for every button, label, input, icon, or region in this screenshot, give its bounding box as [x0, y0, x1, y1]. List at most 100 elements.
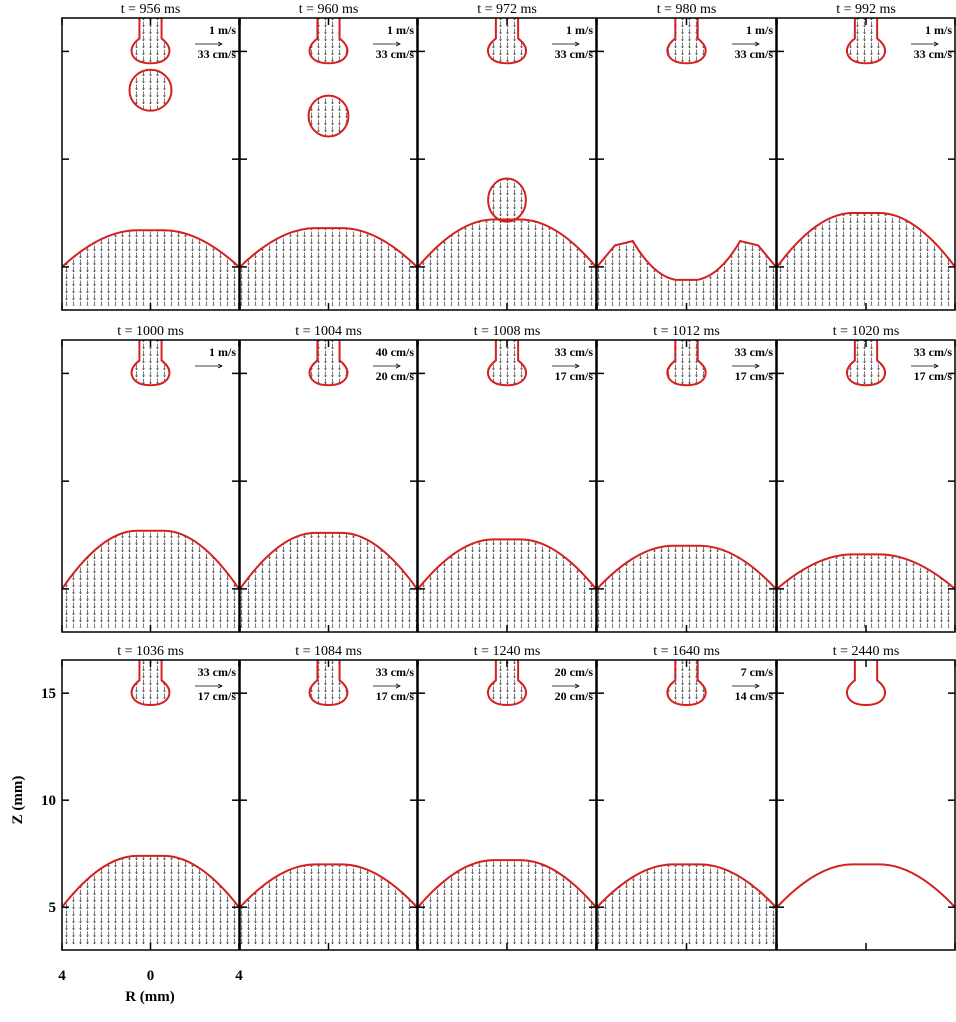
- drop-field: [667, 18, 706, 64]
- drop-interface: [486, 18, 528, 65]
- interface: [776, 863, 956, 908]
- scale-label: 1 m/s: [387, 23, 414, 37]
- interface: [239, 531, 418, 590]
- drop-field: [667, 660, 706, 705]
- scale-label: 17 cm/s: [914, 369, 953, 383]
- x-tick-label: 4: [58, 968, 66, 984]
- drop-field: [487, 18, 527, 64]
- drop-interface: [308, 660, 349, 706]
- scale-label: 33 cm/s: [735, 345, 774, 359]
- drop-field: [309, 660, 348, 705]
- scale-label: 33 cm/s: [198, 47, 237, 61]
- scale-label: 17 cm/s: [376, 689, 415, 703]
- interface: [239, 227, 418, 268]
- panel-title: t = 1036 ms: [117, 644, 184, 659]
- panel-title: t = 1084 ms: [295, 644, 362, 659]
- panel-title: t = 1008 ms: [474, 324, 541, 339]
- drop-interface: [845, 340, 887, 387]
- panel-title: t = 972 ms: [477, 2, 537, 17]
- x-tick-label: 4: [235, 968, 243, 984]
- drop-field: [846, 18, 886, 64]
- panel-title: t = 960 ms: [299, 2, 359, 17]
- drop-interface: [486, 340, 528, 387]
- interface: [596, 544, 777, 590]
- scale-arrow-head: [395, 41, 401, 47]
- drop-field: [487, 340, 527, 386]
- blob-interface: [487, 177, 527, 223]
- drop-interface: [666, 340, 707, 387]
- velocity-field: [418, 219, 596, 306]
- velocity-field: [597, 864, 776, 946]
- drop-field: [487, 660, 527, 705]
- scale-label: 1 m/s: [746, 23, 773, 37]
- interface: [776, 553, 956, 590]
- velocity-field: [62, 530, 239, 628]
- interface: [596, 239, 777, 281]
- panel-frame: [776, 659, 956, 951]
- scale-label: 33 cm/s: [555, 345, 594, 359]
- drop-interface: [666, 660, 707, 706]
- blob-field: [308, 95, 349, 137]
- scale-arrow-head: [574, 363, 580, 369]
- velocity-field: [777, 554, 955, 628]
- y-tick-label: 15: [41, 686, 56, 702]
- velocity-field: [240, 532, 417, 628]
- velocity-field: [418, 539, 596, 628]
- y-axis-label: Z (mm): [10, 776, 26, 825]
- x-axis-label: R (mm): [125, 989, 175, 1005]
- interface: [776, 212, 956, 268]
- drop-interface: [308, 18, 349, 65]
- drop-interface: [130, 340, 171, 387]
- scale-label: 17 cm/s: [735, 369, 774, 383]
- scale-arrow-head: [754, 41, 760, 47]
- panel-title: t = 1640 ms: [653, 644, 720, 659]
- drop-interface: [486, 660, 528, 706]
- x-tick-label: 0: [147, 968, 155, 984]
- velocity-field: [597, 545, 776, 628]
- drop-field: [131, 18, 170, 64]
- drop-interface: [845, 18, 887, 65]
- scale-label: 33 cm/s: [555, 47, 594, 61]
- scale-arrow-head: [395, 683, 401, 689]
- scale-label: 33 cm/s: [914, 345, 953, 359]
- scale-label: 20 cm/s: [376, 369, 415, 383]
- scale-label: 33 cm/s: [198, 665, 237, 679]
- scale-label: 17 cm/s: [198, 689, 237, 703]
- drop-interface: [308, 340, 349, 387]
- interface: [596, 863, 777, 908]
- blob-interface: [128, 68, 173, 112]
- drop-field: [309, 340, 348, 386]
- drop-interface: [130, 18, 171, 65]
- drop-field: [131, 660, 170, 705]
- blob-interface: [307, 94, 350, 138]
- scale-label: 33 cm/s: [735, 47, 774, 61]
- velocity-field: [597, 241, 776, 306]
- scale-label: 20 cm/s: [555, 689, 594, 703]
- scale-label: 17 cm/s: [555, 369, 594, 383]
- blob-field: [488, 178, 526, 222]
- drop-field: [846, 340, 886, 386]
- scale-arrow-head: [217, 363, 223, 369]
- velocity-field: [62, 230, 239, 306]
- panel-title: t = 1020 ms: [833, 324, 900, 339]
- panel-title: t = 992 ms: [836, 2, 896, 17]
- y-tick-label: 5: [49, 900, 57, 916]
- scale-label: 1 m/s: [209, 345, 236, 359]
- panel-title: t = 1240 ms: [474, 644, 541, 659]
- drop-field: [667, 340, 706, 386]
- velocity-field: [777, 213, 955, 306]
- velocity-field: [418, 860, 596, 946]
- interface: [61, 229, 240, 268]
- interface: [417, 859, 597, 908]
- velocity-field: [62, 855, 239, 946]
- scale-label: 1 m/s: [209, 23, 236, 37]
- y-tick-label: 10: [41, 793, 56, 809]
- panel-title: t = 1000 ms: [117, 324, 184, 339]
- scale-arrow-head: [754, 683, 760, 689]
- scale-arrow-head: [574, 41, 580, 47]
- panel-title: t = 956 ms: [121, 2, 181, 17]
- scale-arrow-head: [217, 683, 223, 689]
- scale-label: 1 m/s: [925, 23, 952, 37]
- scale-arrow-head: [933, 41, 939, 47]
